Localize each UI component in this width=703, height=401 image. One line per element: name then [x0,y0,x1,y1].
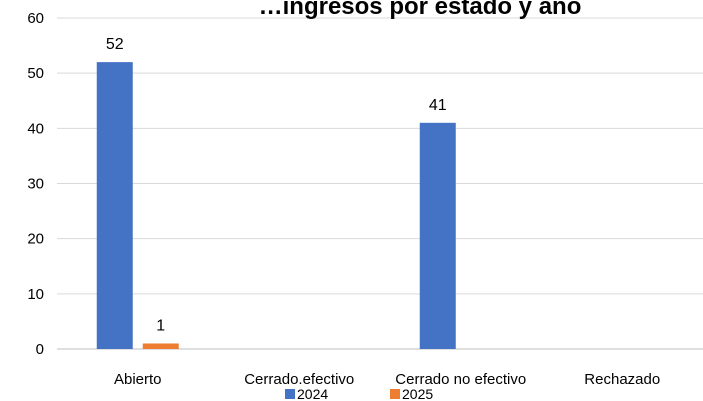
data-label: 1 [156,317,165,334]
data-labels: 52 1 41 [106,36,447,334]
bar-2025-0 [142,343,179,349]
bars [96,62,456,350]
y-tick-label: 20 [27,231,44,248]
legend-swatch [390,389,400,399]
y-axis-ticks: 0 10 20 30 40 50 60 [27,10,44,358]
legend-swatch [285,389,295,399]
bar-2024-2 [419,122,456,349]
y-tick-label: 50 [27,65,44,82]
y-tick-label: 60 [27,10,44,27]
gridlines [57,17,703,350]
y-tick-label: 0 [36,341,44,358]
x-category-label: Cerrado.efectivo [244,371,354,388]
x-axis-categories: Abierto Cerrado.efectivo Cerrado no efecti… [114,371,660,388]
x-category-label: Rechazado [584,371,660,388]
data-label: 41 [429,97,447,114]
y-tick-label: 30 [27,176,44,193]
data-label: 52 [106,36,124,53]
x-category-label: Abierto [114,371,162,388]
y-tick-label: 10 [27,286,44,303]
legend-label: 2024 [297,386,328,401]
legend-label: 2025 [402,386,433,401]
chart-title: …ingresos por estado y año [259,0,582,20]
legend: 2024 2025 [285,386,433,401]
y-tick-label: 40 [27,120,44,137]
x-category-label: Cerrado no efectivo [395,371,526,388]
bar-2024-0 [96,62,133,350]
